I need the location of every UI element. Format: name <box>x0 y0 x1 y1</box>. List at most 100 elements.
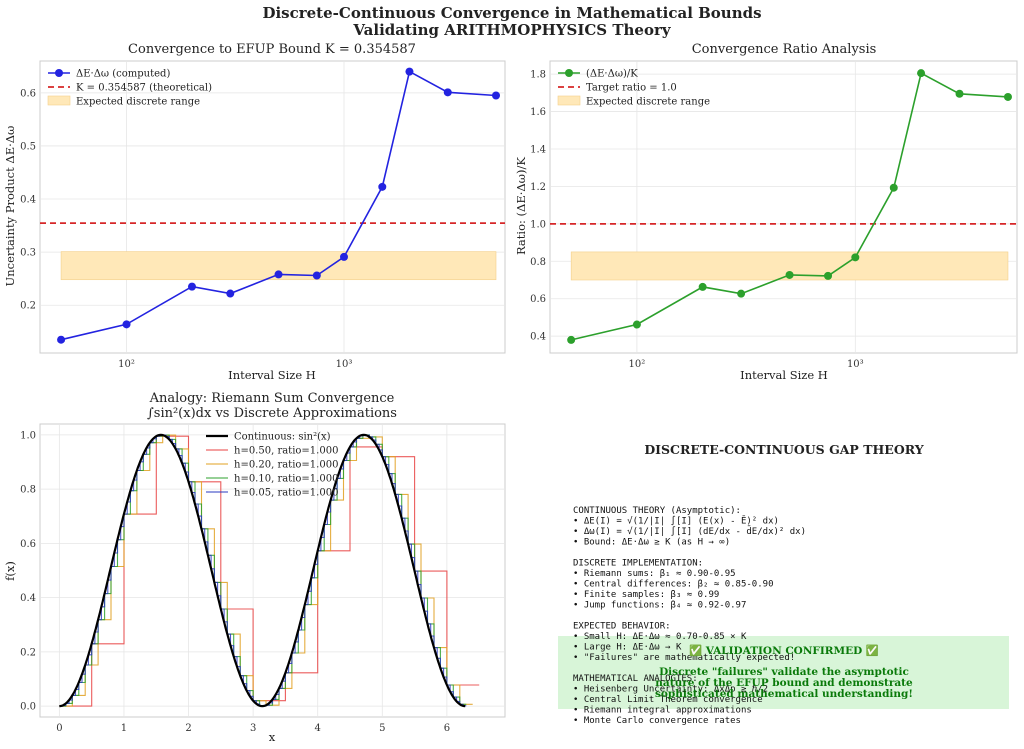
gap-theory-line: • Riemann integral approximations <box>573 706 752 716</box>
x-tick-label: 10² <box>629 359 646 370</box>
y-tick-label: 0.2 <box>20 301 36 312</box>
x-tick-label: 5 <box>379 723 385 734</box>
chart3-title: Analogy: Riemann Sum Convergence <box>149 391 395 406</box>
gap-theory-line: • Riemann sums: β₁ ≈ 0.90-0.95 <box>573 569 736 579</box>
x-tick-label: 0 <box>56 723 62 734</box>
gap-theory-line: • Large H: ΔE·Δω → K <box>573 643 682 653</box>
x-tick-label: 1 <box>121 723 127 734</box>
gap-theory-line: • Finite samples: β₃ ≈ 0.99 <box>573 590 719 600</box>
chart1-plot-area: 0.2 0.3 0.4 0.5 0.6 10² 10³ ΔE·Δω (computed) K =… <box>20 60 506 370</box>
chart2-frame <box>549 60 1018 354</box>
y-tick-label: 0.0 <box>20 702 36 713</box>
data-point <box>737 289 746 298</box>
data-point <box>955 89 964 98</box>
continuous-curve <box>59 433 466 708</box>
chart3-subtitle: ∫sin²(x)dx vs Discrete Approximations <box>147 406 397 421</box>
y-tick-label: 1.2 <box>530 182 546 193</box>
y-tick-label: 0.4 <box>20 195 36 206</box>
gap-theory-panel: DISCRETE-CONTINUOUS GAP THEORY CONTINUOU… <box>558 442 1009 726</box>
y-tick-label: 0.3 <box>20 248 36 259</box>
data-point <box>312 271 321 280</box>
chart2-plot-area: 0.4 0.6 0.8 1.0 1.2 1.4 1.6 1.8 10² 10³ (ΔE·Δω)/K T… <box>530 60 1018 370</box>
data-point <box>122 320 131 329</box>
y-tick-label: 1.8 <box>530 70 546 81</box>
validation-line4: sophisticated mathematical understanding… <box>655 688 913 700</box>
gap-theory-line: • Jump functions: β₄ ≈ 0.92-0.97 <box>573 601 746 611</box>
validation-line2: Discrete "failures" validate the asympto… <box>659 666 909 678</box>
legend-step-label: h=0.05, ratio=1.000 <box>234 488 338 499</box>
y-tick-label: 0.6 <box>20 88 36 99</box>
gap-theory-line: • ΔE(I) = √(1/|I| ∫[I] (E(x) - Ē)² dx) <box>573 516 779 527</box>
x-tick-label: 2 <box>185 723 191 734</box>
figure-suptitle-line2: Validating ARITHMOPHYSICS Theory <box>352 21 671 39</box>
gap-theory-line: • Bound: ΔE·Δω ≥ K (as H → ∞) <box>573 538 730 548</box>
y-tick-label: 0.4 <box>20 593 36 604</box>
gap-theory-title: DISCRETE-CONTINUOUS GAP THEORY <box>644 442 924 457</box>
gap-theory-line: CONTINUOUS THEORY (Asymptotic): <box>573 506 741 516</box>
y-tick-label: 0.8 <box>530 257 546 268</box>
legend-reference-label: K = 0.354587 (theoretical) <box>76 83 212 94</box>
legend-series-marker <box>565 69 573 77</box>
gap-theory-line: • "Failures" are mathematically expected… <box>573 653 795 663</box>
convergence-chart: Convergence to EFUP Bound K = 0.354587 I… <box>3 42 506 382</box>
y-tick-label: 1.6 <box>530 107 546 118</box>
y-tick-label: 0.2 <box>20 647 36 658</box>
data-point <box>889 183 898 192</box>
y-tick-label: 0.8 <box>20 485 36 496</box>
chart2-title: Convergence Ratio Analysis <box>692 42 877 57</box>
legend-band-swatch <box>557 95 581 106</box>
data-point <box>226 289 235 298</box>
legend-series-marker <box>55 69 63 77</box>
gap-theory-line: • Small H: ΔE·Δω ≈ 0.70-0.85 × K <box>573 632 747 642</box>
x-tick-label: 10³ <box>336 359 353 370</box>
chart2-xlabel: Interval Size H <box>740 368 828 382</box>
gap-theory-line: EXPECTED BEHAVIOR: <box>573 622 671 632</box>
chart1-xlabel: Interval Size H <box>228 368 316 382</box>
chart3-plot-area: 0.0 0.2 0.4 0.6 0.8 1.0 0 1 2 3 4 5 6 Continuous: sin… <box>20 423 506 734</box>
legend-step-label: h=0.20, ratio=1.000 <box>234 460 338 471</box>
gap-theory-line: • Central differences: β₂ ≈ 0.85-0.90 <box>573 580 773 590</box>
validation-line3: nature of the EFUP bound and demonstrate <box>655 677 913 689</box>
y-tick-label: 1.4 <box>530 144 546 155</box>
data-point <box>443 88 452 97</box>
data-point <box>698 282 707 291</box>
chart3-frame <box>39 423 506 718</box>
chart2-ylabel: Ratio: (ΔE·Δω)/K <box>514 157 528 255</box>
gap-theory-line: DISCRETE IMPLEMENTATION: <box>573 559 703 569</box>
riemann-chart: Analogy: Riemann Sum Convergence ∫sin²(x… <box>3 391 506 744</box>
data-point <box>567 335 576 344</box>
x-tick-label: 4 <box>315 723 321 734</box>
legend-band-label: Expected discrete range <box>586 97 710 108</box>
chart1-ylabel: Uncertainty Product ΔE·Δω <box>3 126 17 287</box>
legend-series-label: ΔE·Δω (computed) <box>76 69 170 80</box>
gap-theory-line: • Central Limit Theorem convergence <box>573 695 763 705</box>
legend-series-label: (ΔE·Δω)/K <box>586 69 638 80</box>
y-tick-label: 0.5 <box>20 141 36 152</box>
legend-band-label: Expected discrete range <box>76 97 200 108</box>
data-point <box>405 67 414 76</box>
x-tick-label: 10³ <box>847 359 864 370</box>
chart3-ylabel: f(x) <box>3 561 17 581</box>
data-point <box>187 282 196 291</box>
gap-theory-line: • Δω(I) = √(1/|I| ∫[I] (dE/dx - d̄E/dx)²… <box>573 525 806 537</box>
figure-suptitle-line1: Discrete-Continuous Convergence in Mathe… <box>262 4 761 22</box>
chart3-xlabel: x <box>269 730 276 744</box>
x-tick-label: 10² <box>118 359 135 370</box>
chart1-frame <box>39 60 506 354</box>
legend-step-label: h=0.10, ratio=1.000 <box>234 474 338 485</box>
gap-theory-line: MATHEMATICAL ANALOGIES: <box>573 674 698 684</box>
y-tick-label: 0.6 <box>530 294 546 305</box>
x-tick-label: 6 <box>444 723 450 734</box>
validation-line1: ✅ VALIDATION CONFIRMED ✅ <box>689 644 879 657</box>
y-tick-label: 0.4 <box>530 332 546 343</box>
legend-band-swatch <box>47 95 71 106</box>
data-point <box>274 270 283 279</box>
gap-theory-text: CONTINUOUS THEORY (Asymptotic):• ΔE(I) =… <box>573 506 806 726</box>
data-point <box>57 335 66 344</box>
ratio-chart: Convergence Ratio Analysis Interval Size… <box>514 42 1018 382</box>
data-point <box>491 91 500 100</box>
data-point <box>785 270 794 279</box>
y-tick-label: 1.0 <box>530 219 546 230</box>
data-point <box>378 182 387 191</box>
